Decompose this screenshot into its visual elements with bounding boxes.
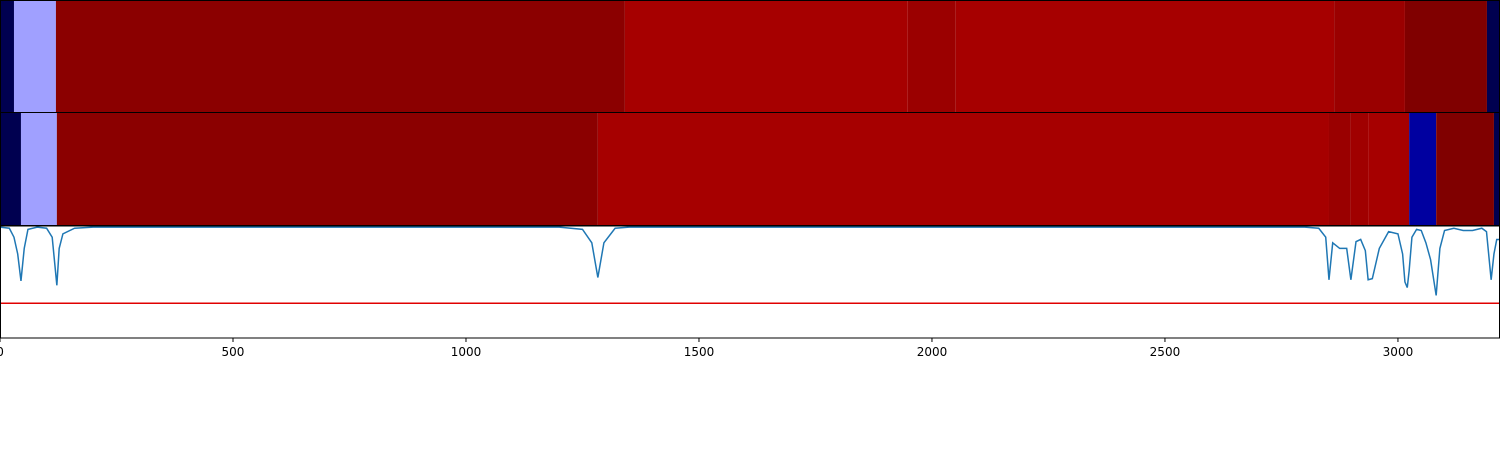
segment [624, 1, 908, 112]
segment [1368, 113, 1410, 225]
segment [1350, 113, 1369, 225]
segment [13, 1, 56, 112]
segment [907, 1, 956, 112]
segment [1409, 113, 1437, 225]
panel-frame [0, 225, 1500, 339]
segment [955, 1, 1335, 112]
x-tick-label: 1500 [684, 345, 715, 359]
line [0, 226, 1500, 296]
segment [1486, 1, 1500, 112]
x-tick-label: 2500 [1150, 345, 1181, 359]
segment [1404, 1, 1487, 112]
x-tick-label: 500 [222, 345, 245, 359]
segment [1328, 113, 1351, 225]
segment [56, 113, 598, 225]
segment [1493, 113, 1500, 225]
segment [0, 1, 14, 112]
segment [1436, 113, 1494, 225]
segment [55, 1, 625, 112]
x-tick-label: 0 [0, 345, 4, 359]
segment [597, 113, 1329, 225]
x-tick-label: 2000 [917, 345, 948, 359]
segment [20, 113, 57, 225]
x-tick-label: 1000 [451, 345, 482, 359]
x-tick-label: 3000 [1383, 345, 1414, 359]
segment [1334, 1, 1405, 112]
segment [0, 113, 21, 225]
